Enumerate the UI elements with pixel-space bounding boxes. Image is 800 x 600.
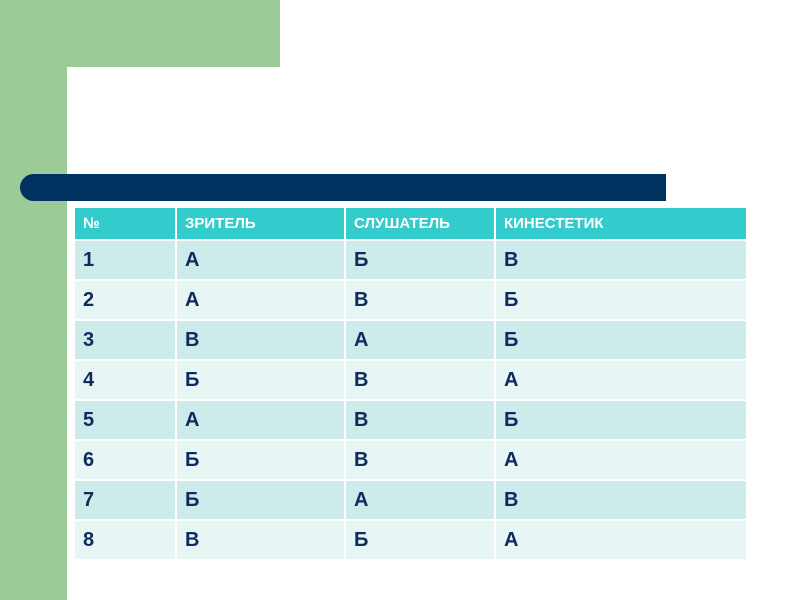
cell-kinesthetic: А	[496, 521, 746, 559]
title-divider-bar	[20, 174, 666, 201]
cell-listener: А	[346, 321, 494, 359]
header-listener: СЛУШАТЕЛЬ	[346, 208, 494, 239]
cell-kinesthetic: В	[496, 241, 746, 279]
cell-listener: Б	[346, 521, 494, 559]
cell-listener: В	[346, 281, 494, 319]
cell-listener: А	[346, 481, 494, 519]
cell-kinesthetic: А	[496, 361, 746, 399]
header-viewer: ЗРИТЕЛЬ	[177, 208, 344, 239]
cell-number: 2	[75, 281, 175, 319]
cell-number: 6	[75, 441, 175, 479]
cell-number: 1	[75, 241, 175, 279]
cell-number: 3	[75, 321, 175, 359]
cell-listener: В	[346, 361, 494, 399]
cell-number: 7	[75, 481, 175, 519]
header-kinesthetic: КИНЕСТЕТИК	[496, 208, 746, 239]
cell-listener: В	[346, 401, 494, 439]
cell-viewer: В	[177, 521, 344, 559]
cell-viewer: А	[177, 281, 344, 319]
cell-kinesthetic: Б	[496, 281, 746, 319]
cell-kinesthetic: А	[496, 441, 746, 479]
cell-number: 5	[75, 401, 175, 439]
cell-viewer: В	[177, 321, 344, 359]
cell-kinesthetic: В	[496, 481, 746, 519]
cell-kinesthetic: Б	[496, 321, 746, 359]
cell-number: 8	[75, 521, 175, 559]
cell-viewer: Б	[177, 481, 344, 519]
cell-viewer: Б	[177, 361, 344, 399]
cell-kinesthetic: Б	[496, 401, 746, 439]
cell-number: 4	[75, 361, 175, 399]
cell-listener: В	[346, 441, 494, 479]
table-header-row: № ЗРИТЕЛЬ СЛУШАТЕЛЬ КИНЕСТЕТИК	[75, 208, 746, 239]
cell-listener: Б	[346, 241, 494, 279]
cell-viewer: А	[177, 241, 344, 279]
header-number: №	[75, 208, 175, 239]
cell-viewer: А	[177, 401, 344, 439]
green-left-strip	[0, 0, 67, 600]
cell-viewer: Б	[177, 441, 344, 479]
